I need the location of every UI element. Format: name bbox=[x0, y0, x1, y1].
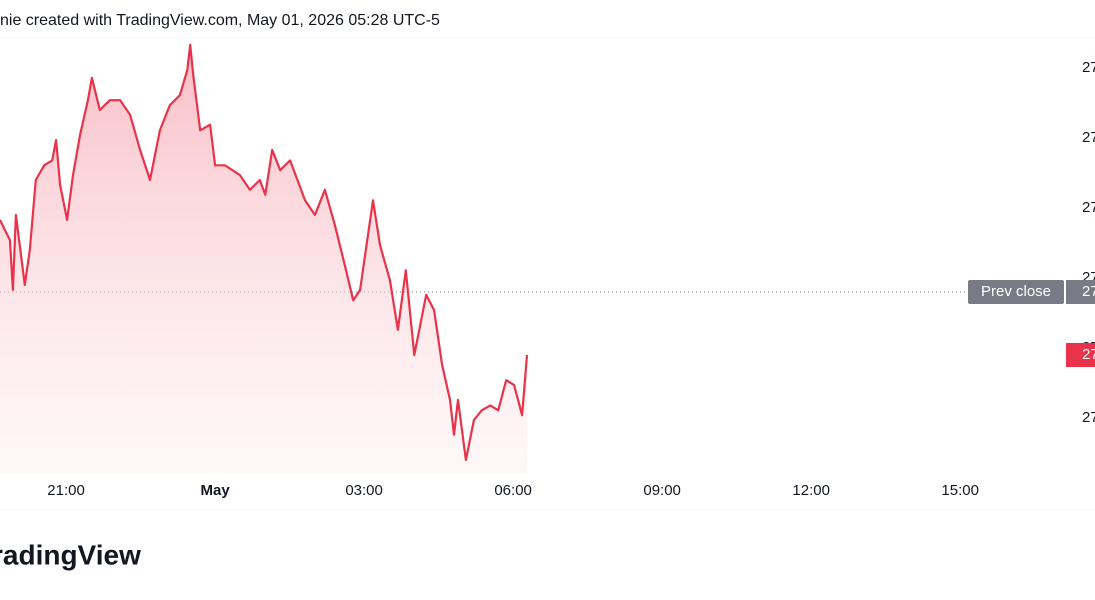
last-price-label: 27 bbox=[1082, 346, 1095, 363]
x-tick-label: 15:00 bbox=[941, 482, 979, 499]
last-price-box bbox=[1066, 343, 1095, 367]
area-fill bbox=[0, 44, 528, 475]
y-tick-label: 27 bbox=[1082, 409, 1095, 426]
header: nie created with TradingView.com, May 01… bbox=[0, 12, 440, 29]
prev-close-box bbox=[968, 280, 1064, 304]
x-tick-label: 06:00 bbox=[494, 482, 532, 499]
x-tick-label: 12:00 bbox=[792, 482, 830, 499]
logo: radingView bbox=[0, 539, 141, 570]
prev-close-value: 27 bbox=[1082, 283, 1095, 300]
x-tick-label: 21:00 bbox=[47, 482, 85, 499]
y-tick-label: 27 bbox=[1082, 129, 1095, 146]
prev-close-value-box bbox=[1066, 280, 1095, 304]
x-tick-label: 03:00 bbox=[345, 482, 383, 499]
prev-close-name: Prev close bbox=[981, 283, 1051, 300]
price-line bbox=[0, 43, 529, 462]
x-tick-label: 09:00 bbox=[643, 482, 681, 499]
x-tick-label: May bbox=[200, 482, 230, 499]
y-tick-label: 27 bbox=[1082, 199, 1095, 216]
y-tick-label: 27 bbox=[1082, 59, 1095, 76]
